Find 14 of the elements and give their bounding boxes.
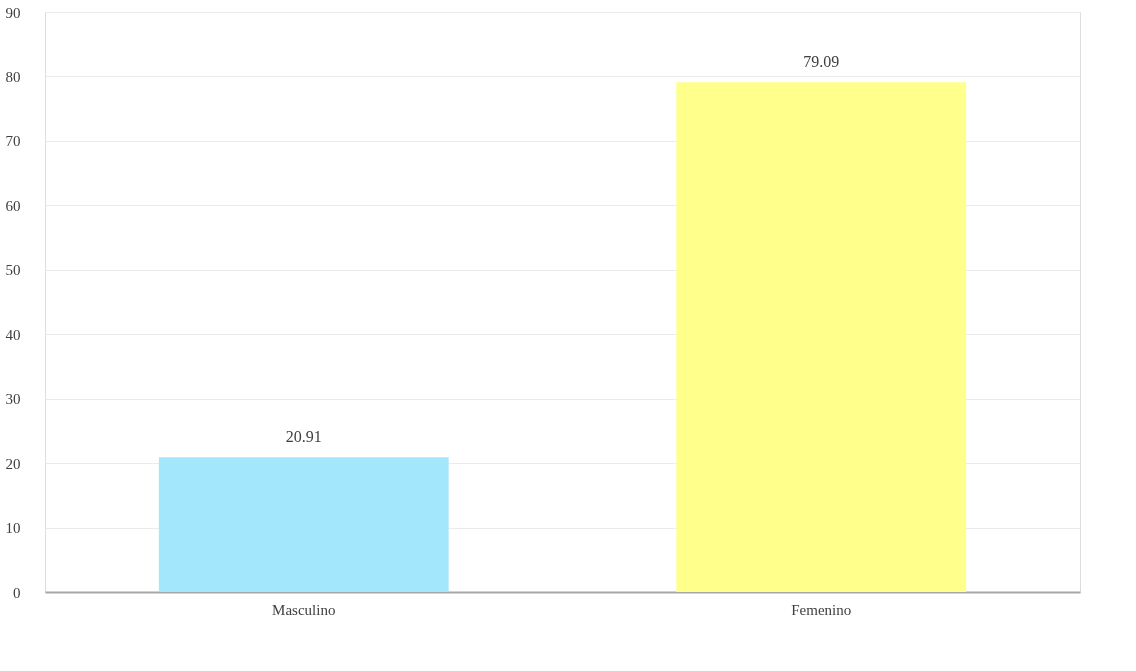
y-tick-label: 20: [5, 455, 21, 472]
y-tick-label: 10: [5, 520, 21, 537]
x-tick-label: Femenino: [791, 601, 852, 618]
x-tick-label: Masculino: [272, 601, 336, 618]
y-tick-label: 60: [5, 197, 21, 214]
y-tick-label: 0: [13, 584, 21, 601]
y-tick-label: 30: [5, 391, 21, 408]
y-tick-label: 90: [5, 4, 21, 21]
y-tick-label: 50: [5, 262, 21, 279]
data-label: 79.09: [803, 53, 840, 71]
y-tick-label: 40: [5, 326, 21, 343]
data-label: 20.91: [285, 428, 322, 446]
y-tick-label: 70: [5, 133, 21, 150]
y-tick-label: 80: [5, 68, 21, 85]
